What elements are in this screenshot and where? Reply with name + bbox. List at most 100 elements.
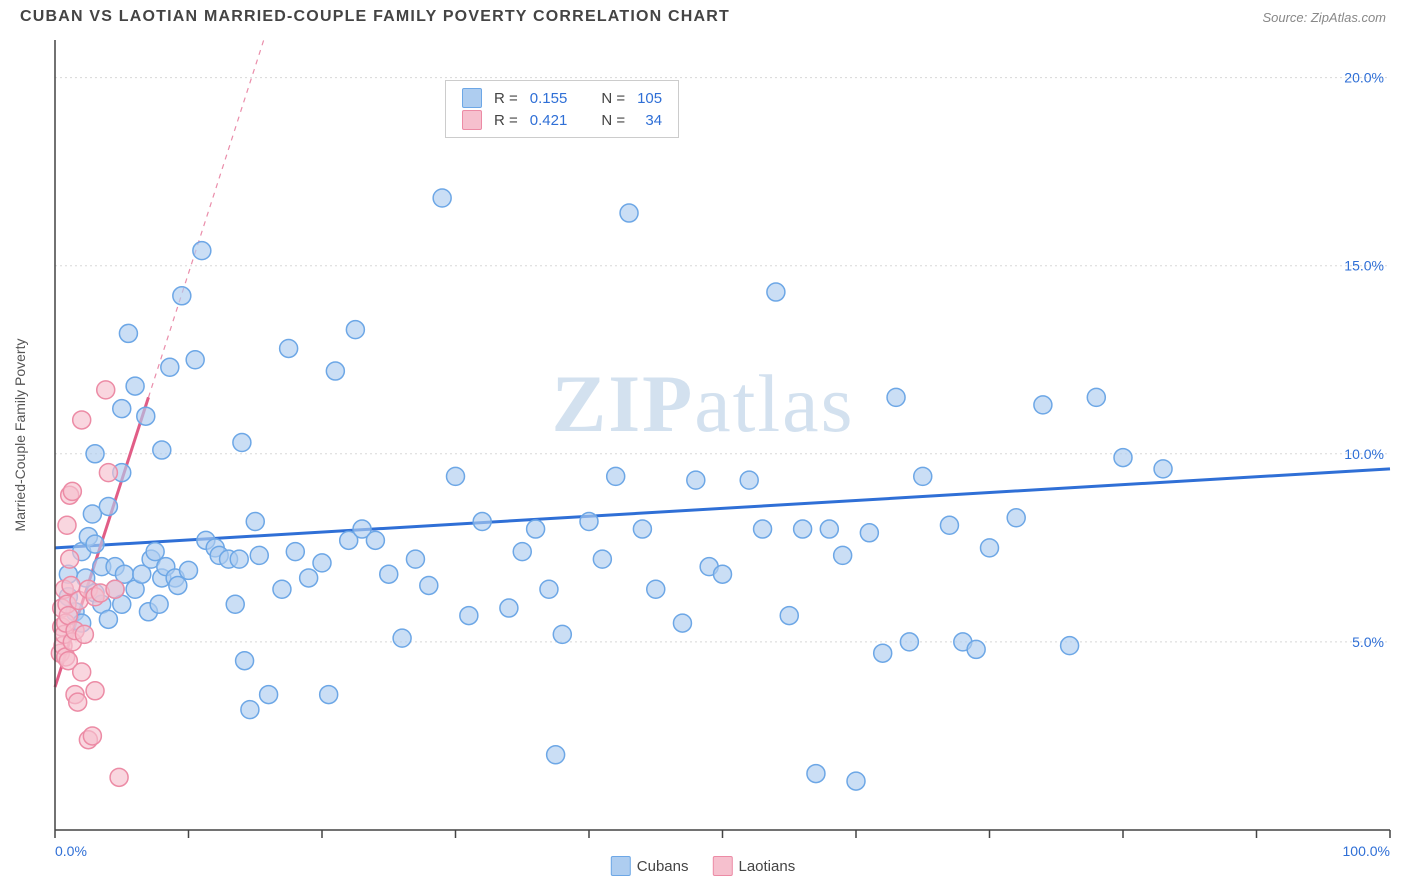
point-cubans [647, 580, 665, 598]
point-cubans [513, 543, 531, 561]
point-cubans [286, 543, 304, 561]
point-cubans [241, 701, 259, 719]
point-cubans [153, 441, 171, 459]
point-laotians [110, 768, 128, 786]
point-cubans [173, 287, 191, 305]
point-laotians [99, 464, 117, 482]
point-cubans [500, 599, 518, 617]
y-axis-label: Married-Couple Family Poverty [12, 339, 28, 532]
scatter-chart: 0.0%100.0%5.0%10.0%15.0%20.0%Married-Cou… [0, 30, 1406, 880]
point-cubans [1061, 637, 1079, 655]
point-laotians [63, 482, 81, 500]
point-cubans [1154, 460, 1172, 478]
point-cubans [146, 543, 164, 561]
point-cubans [593, 550, 611, 568]
point-cubans [126, 377, 144, 395]
point-cubans [780, 607, 798, 625]
point-cubans [860, 524, 878, 542]
stat-N-laotians: 34 [631, 109, 668, 131]
point-cubans [633, 520, 651, 538]
point-cubans [233, 434, 251, 452]
point-cubans [607, 467, 625, 485]
swatch-cubans-icon [462, 88, 482, 108]
point-cubans [820, 520, 838, 538]
point-laotians [73, 411, 91, 429]
point-cubans [300, 569, 318, 587]
chart-title: CUBAN VS LAOTIAN MARRIED-COUPLE FAMILY P… [20, 8, 730, 26]
point-laotians [86, 682, 104, 700]
chart-header: CUBAN VS LAOTIAN MARRIED-COUPLE FAMILY P… [0, 0, 1406, 30]
point-cubans [981, 539, 999, 557]
point-cubans [83, 505, 101, 523]
point-cubans [460, 607, 478, 625]
point-cubans [687, 471, 705, 489]
point-cubans [547, 746, 565, 764]
swatch-cubans-icon [611, 856, 631, 876]
point-cubans [380, 565, 398, 583]
stats-row-cubans: R =0.155N =105 [456, 87, 668, 109]
stat-R-laotians: 0.421 [524, 109, 574, 131]
stat-N-cubans: 105 [631, 87, 668, 109]
legend-item-cubans: Cubans [611, 856, 689, 876]
point-cubans [320, 686, 338, 704]
legend-label: Laotians [738, 858, 795, 875]
point-cubans [226, 595, 244, 613]
point-cubans [99, 497, 117, 515]
point-cubans [236, 652, 254, 670]
y-tick-label: 15.0% [1344, 258, 1384, 274]
point-cubans [1007, 509, 1025, 527]
y-tick-label: 20.0% [1344, 70, 1384, 86]
point-laotians [106, 580, 124, 598]
point-cubans [161, 358, 179, 376]
point-laotians [83, 727, 101, 745]
series-legend: Cubans Laotians [611, 856, 795, 876]
point-cubans [230, 550, 248, 568]
point-cubans [714, 565, 732, 583]
point-cubans [433, 189, 451, 207]
y-tick-label: 5.0% [1352, 634, 1384, 650]
point-laotians [75, 625, 93, 643]
stat-R-cubans: 0.155 [524, 87, 574, 109]
point-cubans [874, 644, 892, 662]
point-laotians [69, 693, 87, 711]
point-cubans [1087, 388, 1105, 406]
point-cubans [86, 445, 104, 463]
point-cubans [113, 400, 131, 418]
point-cubans [887, 388, 905, 406]
point-cubans [250, 546, 268, 564]
y-tick-label: 10.0% [1344, 446, 1384, 462]
point-cubans [914, 467, 932, 485]
point-cubans [313, 554, 331, 572]
point-cubans [740, 471, 758, 489]
stats-row-laotians: R =0.421N =34 [456, 109, 668, 131]
point-cubans [420, 576, 438, 594]
point-laotians [58, 516, 76, 534]
regression-dash-laotians [148, 40, 263, 397]
chart-area: 0.0%100.0%5.0%10.0%15.0%20.0%Married-Cou… [0, 30, 1406, 880]
point-cubans [807, 765, 825, 783]
point-cubans [169, 576, 187, 594]
point-cubans [540, 580, 558, 598]
point-cubans [580, 513, 598, 531]
point-cubans [940, 516, 958, 534]
point-cubans [326, 362, 344, 380]
point-cubans [193, 242, 211, 260]
point-cubans [794, 520, 812, 538]
swatch-laotians-icon [712, 856, 732, 876]
point-cubans [473, 513, 491, 531]
point-cubans [137, 407, 155, 425]
stats-legend-box: R =0.155N =105R =0.421N =34 [445, 80, 679, 138]
point-cubans [1114, 449, 1132, 467]
swatch-laotians-icon [462, 110, 482, 130]
point-cubans [246, 513, 264, 531]
point-cubans [767, 283, 785, 301]
chart-source: Source: ZipAtlas.com [1262, 10, 1386, 25]
point-cubans [280, 339, 298, 357]
point-cubans [900, 633, 918, 651]
point-cubans [967, 640, 985, 658]
legend-item-laotians: Laotians [712, 856, 795, 876]
point-cubans [99, 610, 117, 628]
point-laotians [73, 663, 91, 681]
point-cubans [847, 772, 865, 790]
point-cubans [260, 686, 278, 704]
